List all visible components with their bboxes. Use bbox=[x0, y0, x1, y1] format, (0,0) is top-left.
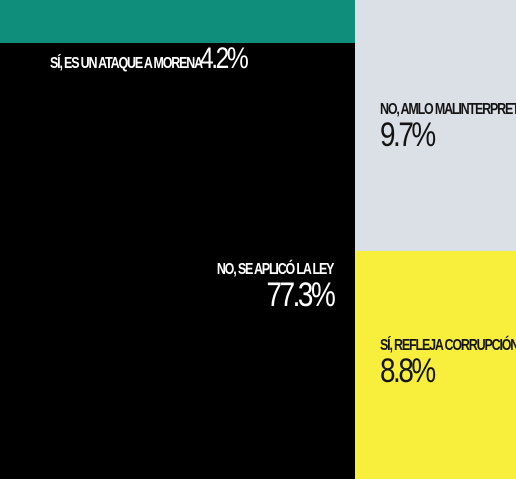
label-refleja-corrupcion-pct: 8.8% bbox=[380, 352, 436, 390]
label-se-aplico-ley-pct: 77.3% bbox=[266, 276, 335, 314]
label-amlo-malinterpreta: NO, AMLO MALINTERPRETA 9.7% bbox=[380, 101, 516, 154]
label-ataque-morena: SÍ, ES UN ATAQUE A MORENA 4.2% bbox=[50, 44, 256, 74]
label-ataque-morena-name: SÍ, ES UN ATAQUE A MORENA bbox=[50, 55, 203, 72]
label-se-aplico-ley: NO, SE APLICÓ LA LEY 77.3% bbox=[184, 261, 336, 314]
label-ataque-morena-pct: 4.2% bbox=[199, 42, 249, 75]
label-se-aplico-ley-name: NO, SE APLICÓ LA LEY bbox=[216, 261, 335, 278]
tile-refleja-corrupcion bbox=[355, 251, 516, 479]
tile-amlo-malinterpreta bbox=[355, 0, 516, 251]
tile-se-aplico-ley bbox=[0, 43, 355, 479]
label-refleja-corrupcion-name: SÍ, REFLEJA CORRUPCIÓN bbox=[380, 337, 516, 354]
label-amlo-malinterpreta-pct: 9.7% bbox=[380, 116, 436, 154]
label-amlo-malinterpreta-name: NO, AMLO MALINTERPRETA bbox=[380, 101, 516, 118]
tile-ataque-morena bbox=[0, 0, 355, 43]
label-refleja-corrupcion: SÍ, REFLEJA CORRUPCIÓN 8.8% bbox=[380, 337, 516, 390]
